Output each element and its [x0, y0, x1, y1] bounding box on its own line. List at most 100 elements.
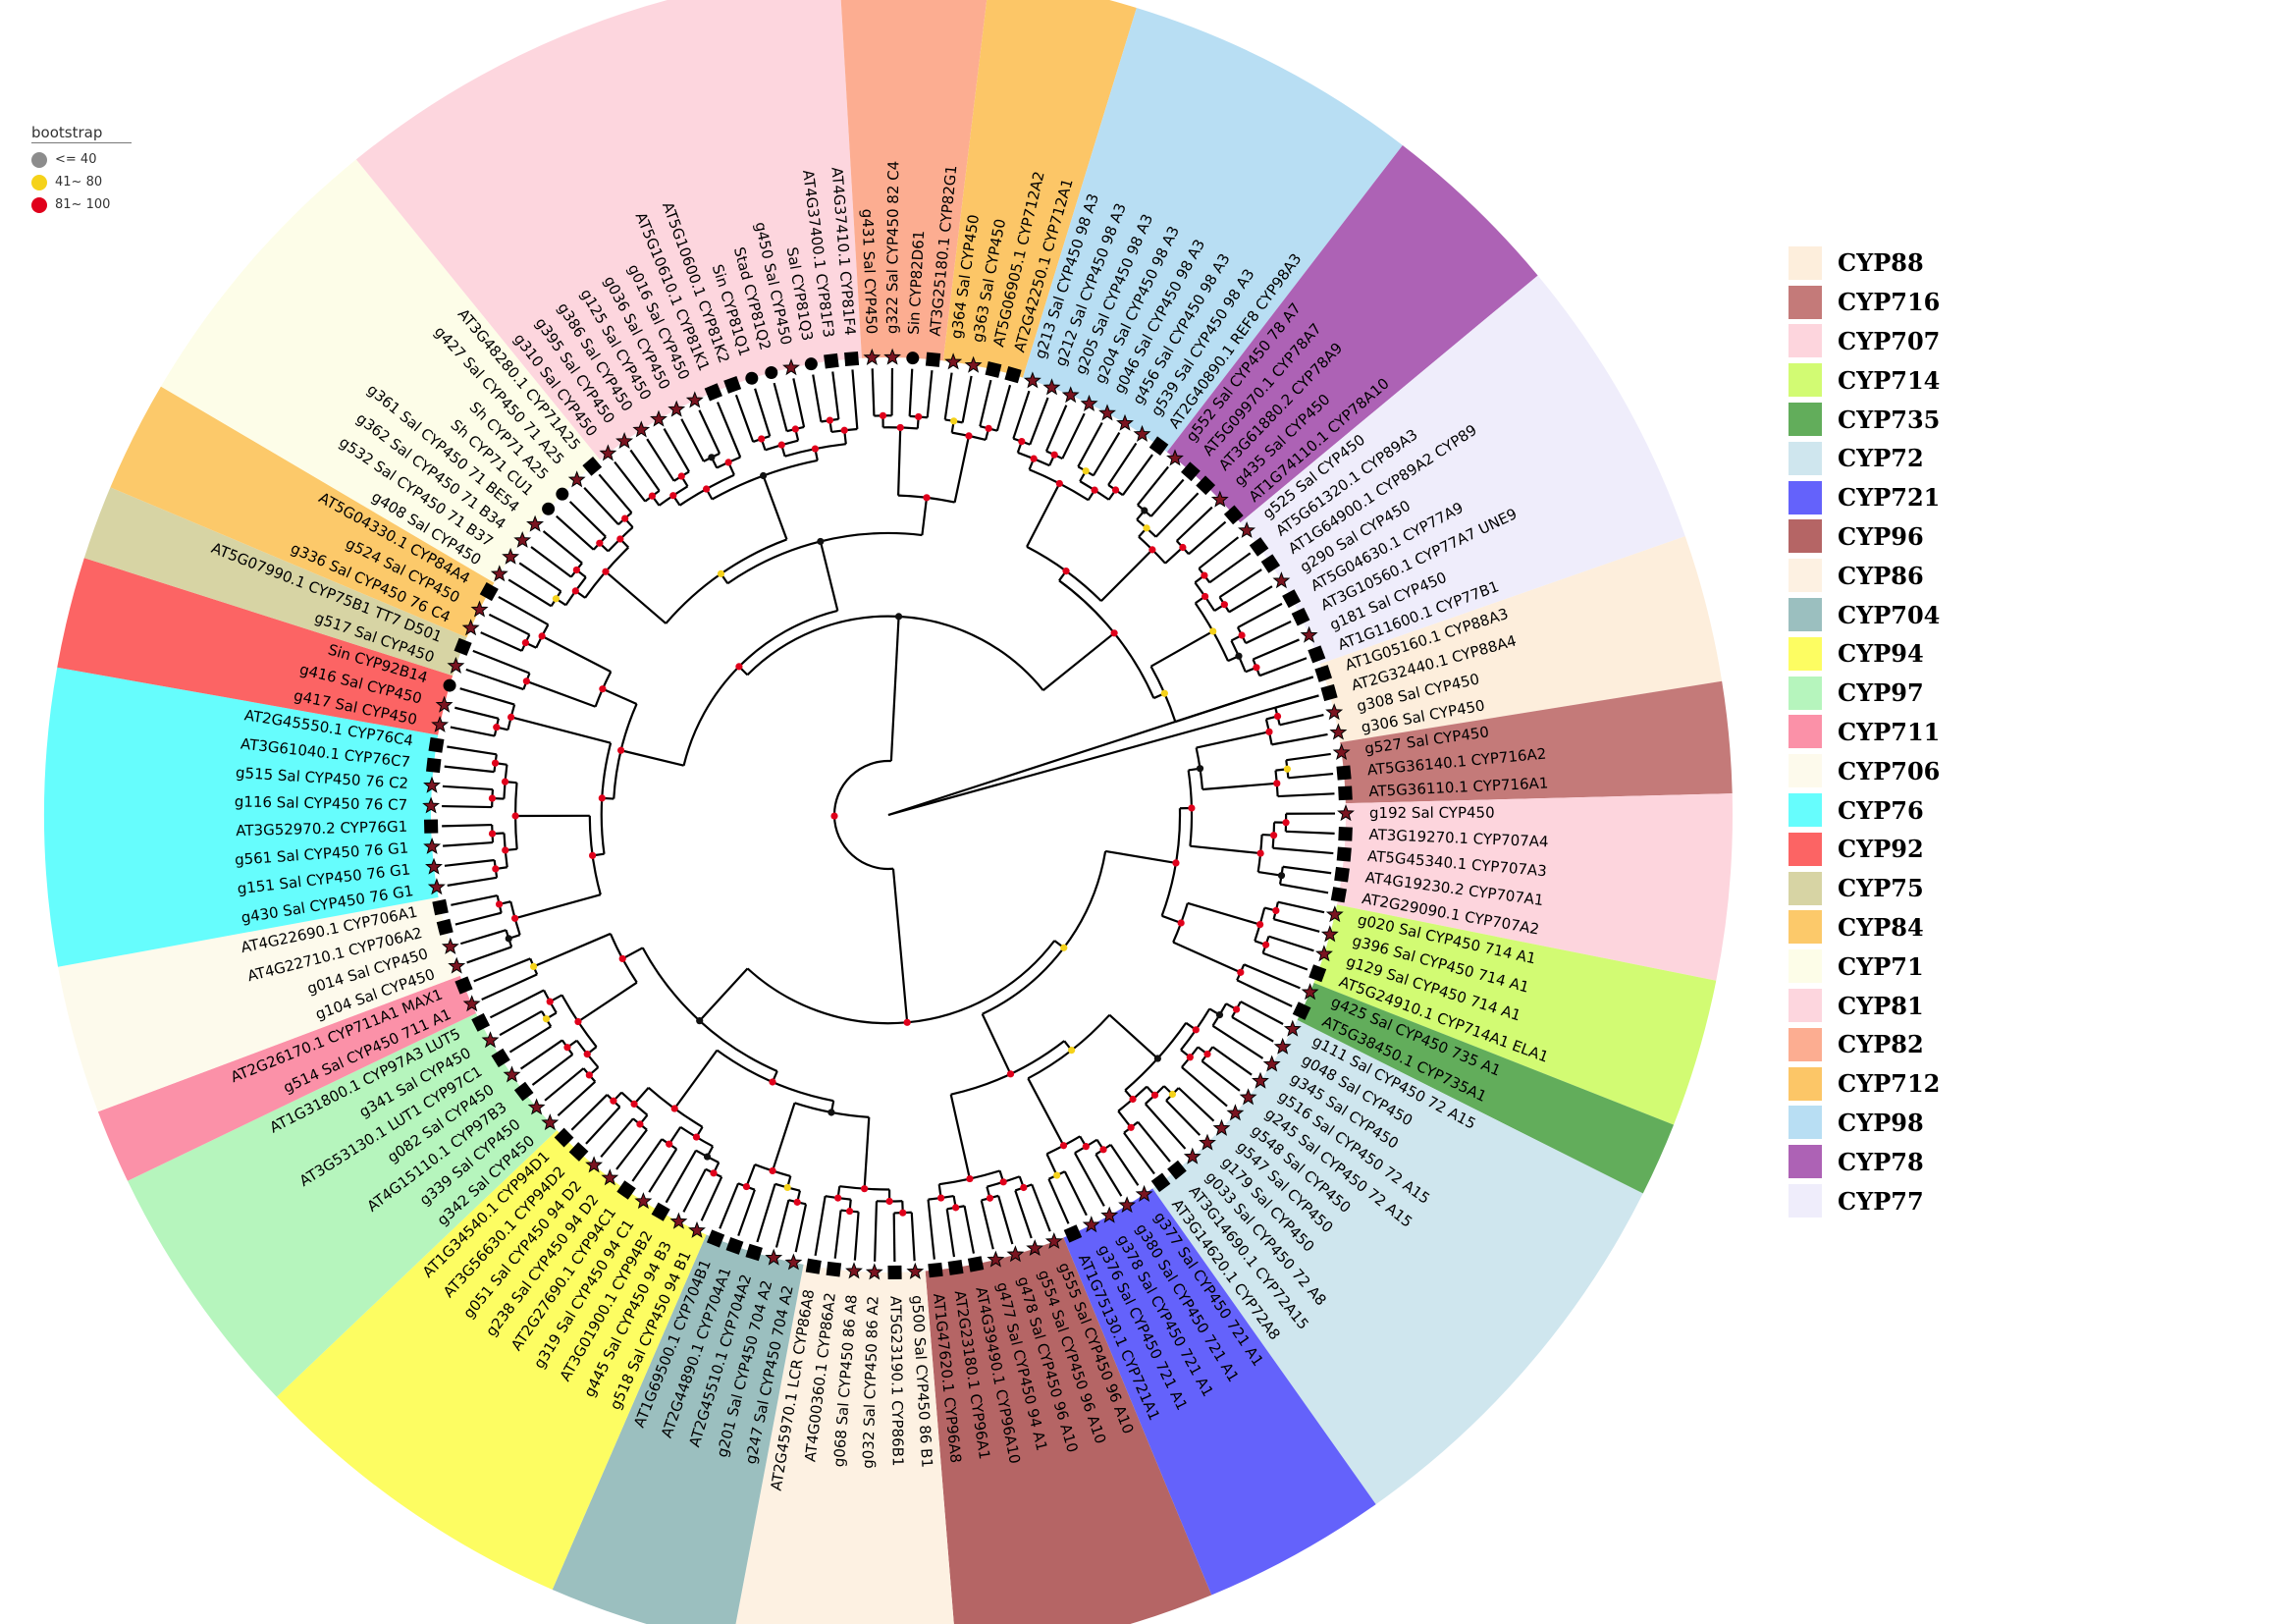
- branch-line: [510, 716, 612, 744]
- arabidopsis-square-icon: [985, 361, 1002, 378]
- bootstrap-dot: [1060, 944, 1068, 951]
- family-legend-label: CYP71: [1838, 951, 1924, 981]
- salvia-star-icon: [1210, 490, 1229, 508]
- salvia-star-icon: [1116, 413, 1134, 431]
- family-color-swatch-icon: [1789, 636, 1822, 671]
- branch-line: [533, 932, 612, 968]
- family-legend-label: CYP81: [1838, 991, 1924, 1020]
- family-legend-item: CYP98: [1789, 1104, 1940, 1143]
- branch-line: [1092, 432, 1121, 476]
- branch-line: [874, 1201, 879, 1262]
- tip-label: g116 Sal CYP450 76 C7: [235, 792, 408, 813]
- salvia-star-icon: [1183, 1147, 1201, 1164]
- bootstrap-dot: [896, 423, 904, 432]
- arabidopsis-square-icon: [432, 898, 449, 916]
- family-legend-item: CYP712: [1789, 1064, 1940, 1104]
- salvia-star-icon: [1332, 742, 1351, 761]
- salvia-star-icon: [1325, 703, 1344, 721]
- bootstrap-dot: [1269, 832, 1278, 839]
- branch-line: [598, 473, 633, 514]
- arabidopsis-square-icon: [616, 1180, 636, 1200]
- bootstrap-dot: [621, 514, 629, 522]
- family-sector: [1023, 8, 1403, 453]
- branch-line: [910, 1212, 916, 1262]
- branch-line: [1257, 870, 1282, 877]
- branch-line: [812, 374, 823, 422]
- family-color-swatch-icon: [1789, 403, 1822, 437]
- bootstrap-dot: [840, 426, 848, 434]
- branch-line: [1201, 1059, 1241, 1092]
- bootstrap-dot: [589, 851, 597, 859]
- reference-circle-icon: [906, 352, 920, 365]
- arabidopsis-square-icon: [454, 976, 473, 995]
- bootstrap-dot: [830, 812, 838, 820]
- branch-line: [451, 894, 498, 906]
- family-color-swatch-icon: [1789, 559, 1822, 593]
- salvia-star-icon: [541, 1113, 560, 1131]
- family-sector: [1166, 144, 1538, 523]
- branch-line: [889, 616, 900, 762]
- bootstrap-dot: [1030, 455, 1038, 462]
- bootstrap-dot: [879, 411, 887, 419]
- family-legend-item: CYP97: [1789, 674, 1940, 713]
- arabidopsis-square-icon: [887, 1265, 902, 1280]
- branch-line: [530, 546, 572, 578]
- family-color-swatch-icon: [1789, 245, 1822, 280]
- bootstrap-mid-dot-icon: [31, 174, 47, 190]
- branch-line: [442, 804, 493, 809]
- bootstrap-dot: [1238, 631, 1246, 639]
- salvia-star-icon: [585, 1156, 604, 1173]
- bootstrap-dot: [572, 566, 580, 574]
- bootstrap-dot: [861, 1185, 869, 1193]
- branch-line: [979, 379, 992, 427]
- bootstrap-dot: [1141, 507, 1148, 514]
- branch-line: [514, 893, 602, 920]
- arabidopsis-square-icon: [1223, 505, 1244, 525]
- branch-line: [1149, 478, 1185, 517]
- salvia-star-icon: [1238, 521, 1256, 538]
- reference-circle-icon: [556, 487, 569, 501]
- salvia-star-icon: [1301, 983, 1319, 1001]
- salvia-star-icon: [1082, 1216, 1100, 1233]
- bootstrap-dot: [793, 1198, 801, 1206]
- family-legend-label: CYP704: [1838, 600, 1941, 629]
- arabidopsis-square-icon: [1282, 589, 1302, 609]
- salvia-star-icon: [435, 695, 454, 713]
- branch-line: [519, 1039, 563, 1070]
- salvia-star-icon: [422, 796, 441, 814]
- salvia-star-icon: [906, 1262, 925, 1279]
- branch-line: [1107, 442, 1138, 486]
- salvia-star-icon: [1199, 1133, 1216, 1151]
- arabidopsis-square-icon: [1181, 461, 1201, 482]
- bootstrap-dot: [1020, 1183, 1028, 1192]
- family-color-swatch-icon: [1789, 480, 1822, 514]
- bootstrap-dot: [598, 794, 606, 802]
- branch-line: [498, 595, 549, 626]
- bootstrap-dot: [669, 492, 677, 500]
- branch-line: [1286, 752, 1331, 762]
- bootstrap-legend-title: bootstrap: [31, 124, 132, 143]
- family-legend-label: CYP82: [1838, 1030, 1924, 1059]
- family-legend-label: CYP711: [1838, 717, 1941, 746]
- branch-line: [1268, 935, 1314, 952]
- branch-line: [631, 1138, 664, 1182]
- arabidopsis-square-icon: [1336, 846, 1352, 862]
- branch-line: [568, 501, 607, 538]
- branch-line: [621, 947, 644, 960]
- bootstrap-dot: [1179, 543, 1187, 552]
- family-sector: [83, 487, 467, 677]
- arabidopsis-square-icon: [479, 582, 499, 602]
- bootstrap-dot: [1082, 467, 1090, 475]
- bootstrap-dot: [826, 416, 833, 424]
- branch-line: [1198, 536, 1240, 569]
- branch-line: [680, 418, 705, 462]
- branch-line: [1077, 421, 1103, 467]
- arabidopsis-square-icon: [554, 1127, 574, 1148]
- branch-line: [887, 676, 1314, 817]
- branch-line: [577, 981, 638, 1023]
- family-legend-item: CYP714: [1789, 360, 1940, 400]
- bootstrap-dot: [710, 1169, 718, 1177]
- bootstrap-dot: [1201, 592, 1209, 601]
- salvia-star-icon: [1100, 1206, 1119, 1223]
- salvia-star-icon: [425, 857, 443, 875]
